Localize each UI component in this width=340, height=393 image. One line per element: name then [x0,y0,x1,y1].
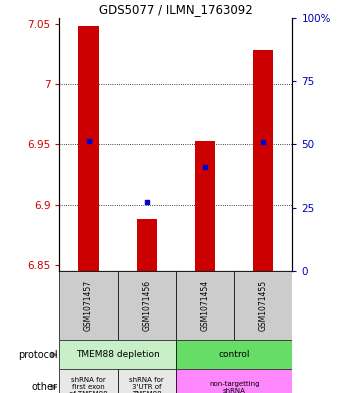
Text: control: control [218,350,250,359]
Bar [176,271,234,340]
Bar [118,271,176,340]
Text: TMEM88 depletion: TMEM88 depletion [76,350,159,359]
Bar [59,340,176,369]
Bar [253,50,273,271]
Bar [195,141,215,271]
Bar [79,26,99,271]
Bar [234,271,292,340]
Text: GSM1071454: GSM1071454 [201,280,209,331]
Text: GSM1071455: GSM1071455 [259,280,268,331]
Text: GSM1071456: GSM1071456 [142,280,151,331]
Bar [137,219,157,271]
Bar [59,369,118,393]
Text: GSM1071457: GSM1071457 [84,280,93,331]
Title: GDS5077 / ILMN_1763092: GDS5077 / ILMN_1763092 [99,4,253,17]
Text: shRNA for
3'UTR of
TMEM88: shRNA for 3'UTR of TMEM88 [130,377,164,393]
Text: other: other [32,382,58,392]
Text: non-targetting
shRNA: non-targetting shRNA [209,380,259,393]
Bar [176,340,292,369]
Bar [176,369,292,393]
Bar [118,369,176,393]
Text: protocol: protocol [18,350,58,360]
Bar [59,271,118,340]
Text: shRNA for
first exon
of TMEM88: shRNA for first exon of TMEM88 [69,377,108,393]
